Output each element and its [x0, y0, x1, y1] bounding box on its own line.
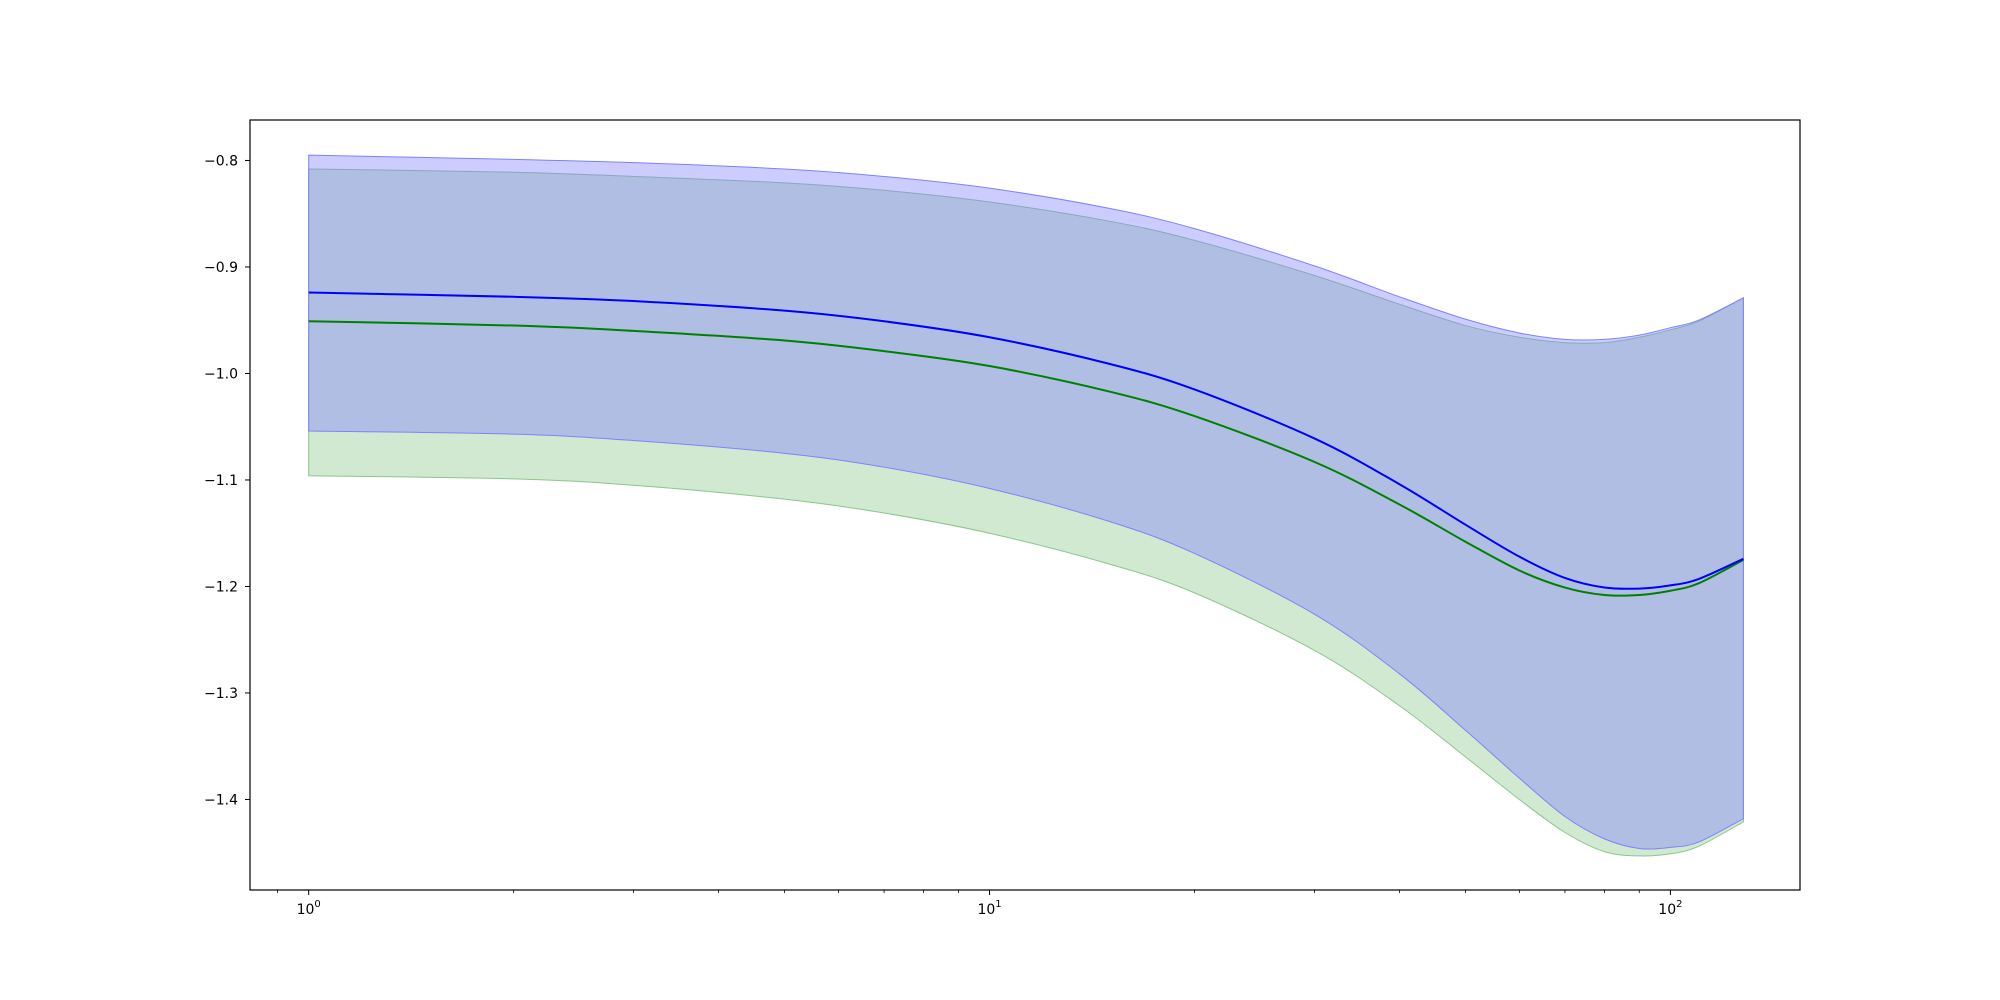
line-series-2 [308, 320, 1744, 597]
y-tick-label: −1.1 [204, 473, 238, 489]
band-series-2 [308, 168, 1744, 857]
x-axis: 100 101 102 [277, 890, 1683, 918]
y-tick-label: −1.0 [204, 366, 238, 382]
y-tick-label: −0.9 [204, 260, 238, 276]
band-series-1 [308, 154, 1744, 850]
x-tick-label: 102 [1658, 899, 1682, 918]
line-series-1 [308, 291, 1744, 590]
plot-background [250, 120, 1800, 890]
y-tick-label: −0.8 [204, 153, 238, 169]
confidence-bands [308, 154, 1744, 857]
x-tick-label: 100 [297, 899, 321, 918]
plot-frame [249, 119, 1801, 891]
y-tick-label: −1.2 [204, 579, 238, 595]
y-tick-label: −1.4 [204, 792, 238, 808]
series-lines [308, 291, 1744, 597]
y-axis: −0.8 −0.9 −1.0 −1.1 −1.2 −1.3 −1.4 [204, 153, 250, 808]
y-tick-label: −1.3 [204, 686, 238, 702]
x-tick-label: 101 [977, 899, 1001, 918]
